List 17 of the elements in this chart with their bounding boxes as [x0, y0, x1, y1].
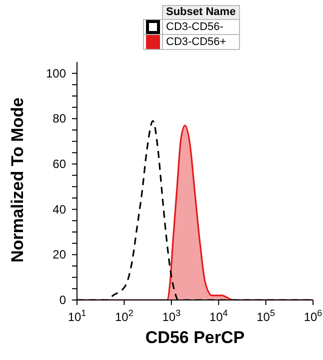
y-tick-label: 20 — [52, 248, 66, 262]
x-tick-label: 10$^{6}$ — [304, 308, 322, 324]
y-tick-label: 60 — [52, 157, 66, 171]
legend-label: CD3-CD56+ — [162, 34, 240, 50]
x-axis-title: CD56 PerCP — [144, 328, 246, 348]
x-tick-label: 10$^{2}$ — [115, 308, 134, 324]
legend-label: CD3-CD56- — [162, 20, 240, 34]
y-tick-label: 100 — [46, 66, 66, 80]
y-tick-label: 40 — [52, 202, 66, 216]
y-axis-title: Normalized To Mode — [8, 96, 28, 264]
x-tick-label: 10$^{5}$ — [256, 308, 275, 324]
x-tick-label: 10$^{3}$ — [162, 308, 181, 324]
x-tick-label: 10$^{1}$ — [68, 308, 86, 324]
y-tick-label: 80 — [52, 112, 66, 126]
y-tick-label: 0 — [59, 293, 66, 307]
legend-title: Subset Name — [162, 6, 240, 20]
x-tick-label: 10$^{4}$ — [209, 308, 228, 324]
